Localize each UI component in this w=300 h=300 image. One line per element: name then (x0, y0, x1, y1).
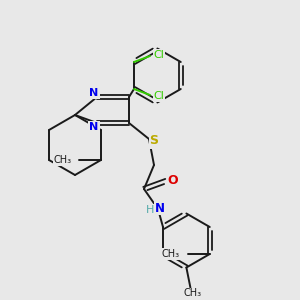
Text: N: N (89, 88, 99, 98)
Text: N: N (89, 122, 99, 132)
Text: N: N (155, 202, 165, 214)
Text: CH₃: CH₃ (54, 155, 72, 165)
Text: Cl: Cl (154, 50, 164, 60)
Text: H: H (146, 205, 154, 215)
Text: S: S (149, 134, 158, 148)
Text: CH₃: CH₃ (162, 249, 180, 259)
Text: O: O (168, 173, 178, 187)
Text: CH₃: CH₃ (183, 289, 201, 298)
Text: Cl: Cl (154, 91, 164, 101)
